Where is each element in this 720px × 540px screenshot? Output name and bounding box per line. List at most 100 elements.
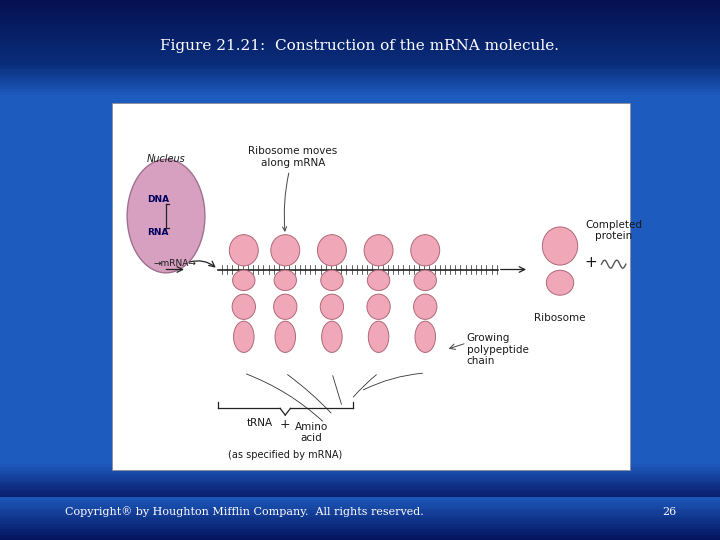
Bar xyxy=(0,537,720,540)
Text: Ribosome moves
along mRNA: Ribosome moves along mRNA xyxy=(248,146,338,231)
Bar xyxy=(0,16,720,19)
Ellipse shape xyxy=(320,294,343,319)
Bar xyxy=(0,329,720,332)
Bar xyxy=(0,367,720,370)
Bar xyxy=(0,286,720,289)
Bar xyxy=(0,427,720,429)
Bar xyxy=(0,370,720,373)
Bar xyxy=(0,202,720,205)
Bar xyxy=(0,38,720,40)
Bar xyxy=(0,491,720,494)
Bar xyxy=(0,124,720,127)
Bar xyxy=(0,76,720,78)
Bar xyxy=(0,59,720,62)
Bar xyxy=(0,170,720,173)
Bar xyxy=(0,108,720,111)
Bar xyxy=(0,421,720,424)
Bar xyxy=(0,435,720,437)
Bar xyxy=(0,381,720,383)
Bar xyxy=(0,413,720,416)
Bar xyxy=(0,418,720,421)
Bar xyxy=(0,116,720,119)
Bar xyxy=(0,500,720,502)
Bar xyxy=(0,459,720,462)
Bar xyxy=(0,478,720,481)
Bar xyxy=(0,213,720,216)
Bar xyxy=(0,24,720,27)
Bar xyxy=(0,211,720,213)
Bar xyxy=(0,54,720,57)
Bar xyxy=(0,348,720,351)
Text: Amino
acid: Amino acid xyxy=(294,422,328,443)
Bar xyxy=(0,238,720,240)
Ellipse shape xyxy=(322,321,342,353)
Bar xyxy=(0,275,720,278)
Text: tRNA: tRNA xyxy=(246,418,272,428)
Ellipse shape xyxy=(233,321,254,353)
Bar xyxy=(0,408,720,410)
Bar xyxy=(0,494,720,497)
Bar xyxy=(0,19,720,22)
Bar xyxy=(0,73,720,76)
Bar xyxy=(0,92,720,94)
Bar xyxy=(0,122,720,124)
Bar xyxy=(0,521,720,524)
Bar xyxy=(0,232,720,235)
Bar xyxy=(0,151,720,154)
Bar xyxy=(0,130,720,132)
Bar xyxy=(0,343,720,346)
Bar xyxy=(0,186,720,189)
Bar xyxy=(0,148,720,151)
Bar xyxy=(0,305,720,308)
Bar xyxy=(0,262,720,265)
Bar xyxy=(0,510,720,513)
Ellipse shape xyxy=(318,235,346,266)
Bar xyxy=(0,472,720,475)
Ellipse shape xyxy=(367,294,390,319)
Bar xyxy=(0,167,720,170)
Bar xyxy=(0,310,720,313)
Bar xyxy=(0,335,720,338)
Ellipse shape xyxy=(546,270,574,295)
Text: +: + xyxy=(585,255,598,271)
Bar xyxy=(0,362,720,364)
Bar xyxy=(0,265,720,267)
Bar xyxy=(0,489,720,491)
Bar xyxy=(0,364,720,367)
Bar xyxy=(0,14,720,16)
Bar xyxy=(0,497,720,500)
Bar xyxy=(0,11,720,14)
Bar xyxy=(0,135,720,138)
Bar xyxy=(0,0,720,3)
Bar xyxy=(0,84,720,86)
Bar xyxy=(0,194,720,197)
Bar xyxy=(0,359,720,362)
Bar xyxy=(0,529,720,532)
Ellipse shape xyxy=(364,235,393,266)
Bar xyxy=(0,68,720,70)
Text: RNA: RNA xyxy=(147,228,168,237)
Bar xyxy=(0,235,720,238)
Bar xyxy=(0,246,720,248)
Bar xyxy=(0,432,720,435)
Bar xyxy=(0,456,720,459)
Bar xyxy=(0,197,720,200)
Bar xyxy=(0,526,720,529)
Bar xyxy=(0,251,720,254)
Bar xyxy=(0,97,720,100)
Bar xyxy=(0,392,720,394)
Bar xyxy=(0,181,720,184)
Bar xyxy=(0,327,720,329)
Bar xyxy=(0,94,720,97)
Bar xyxy=(0,205,720,208)
Bar xyxy=(0,443,720,445)
Bar xyxy=(0,57,720,59)
Bar xyxy=(0,3,720,5)
Bar xyxy=(0,292,720,294)
Bar xyxy=(0,224,720,227)
Bar xyxy=(0,397,720,400)
Bar xyxy=(0,162,720,165)
Text: (as specified by mRNA): (as specified by mRNA) xyxy=(228,450,343,460)
Bar xyxy=(0,27,720,30)
Text: DNA: DNA xyxy=(147,195,169,204)
